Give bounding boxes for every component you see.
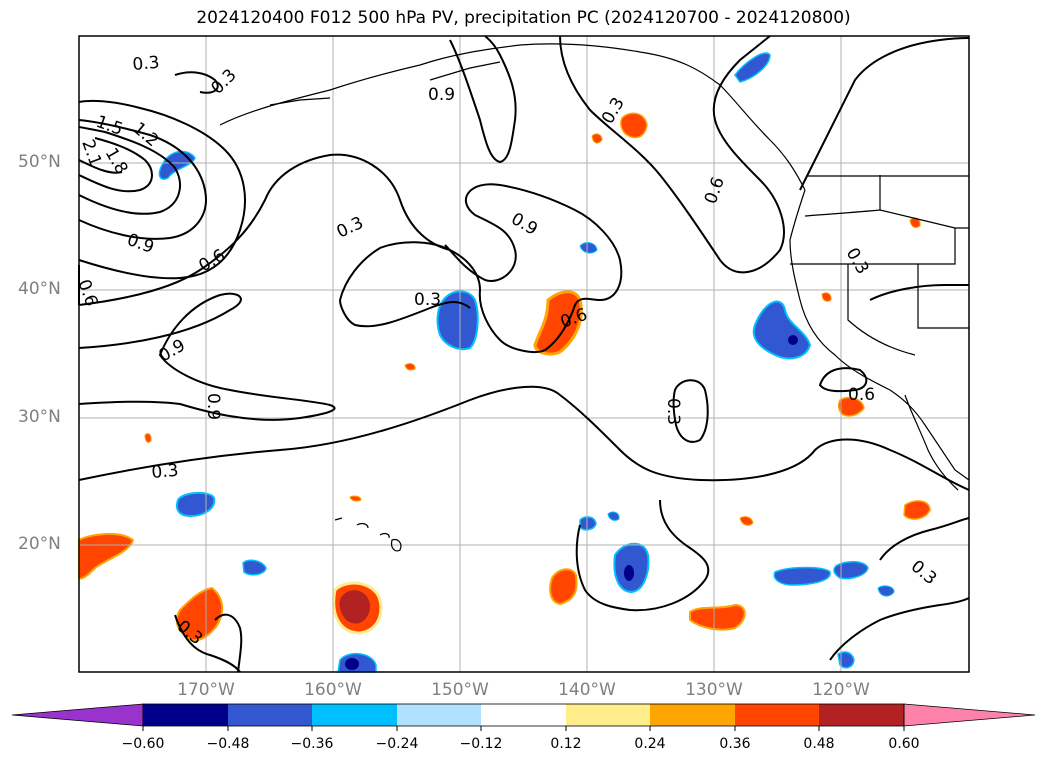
contour-label: 0.3 — [663, 398, 683, 425]
precip-pos-blob — [837, 396, 865, 417]
precip-neg-core — [345, 658, 359, 670]
precip-pos-blob — [821, 292, 832, 302]
precip-pos-blob — [144, 433, 152, 443]
colorbar-tick-label: 0.48 — [803, 736, 835, 752]
precip-neg-blob — [607, 511, 620, 521]
precip-pos-blob — [533, 290, 583, 356]
precip-neg-blob — [837, 651, 855, 669]
colorbar-tick-label: 0.36 — [719, 736, 751, 752]
colorbar-segment — [397, 704, 481, 726]
colorbar-segment — [228, 704, 312, 726]
lat-label: 40°N — [18, 279, 61, 299]
pv-contours — [78, 35, 970, 673]
colorbar-segment — [735, 704, 819, 726]
precip-neg-blob — [773, 566, 831, 586]
precip-neg-blob — [175, 492, 216, 518]
colorbar-segment — [143, 704, 228, 726]
precip-pos-blob — [404, 363, 416, 371]
colorbar-segment — [819, 704, 904, 726]
lon-label: 150°W — [431, 680, 489, 700]
precip-pos-blob — [689, 603, 746, 631]
colorbar-segment-over — [903, 703, 1036, 727]
precip-neg-blob — [579, 242, 598, 254]
precip-pos-blob — [739, 516, 754, 526]
colorbar-segment — [481, 704, 566, 726]
precip-neg-blob — [752, 300, 812, 360]
precip-pos-blob — [620, 112, 648, 139]
lat-label: 50°N — [18, 152, 61, 172]
precip-pos-blob — [903, 500, 931, 520]
precipitation-shading — [78, 52, 931, 673]
contour-label: 0.9 — [203, 393, 223, 420]
precip-neg-core — [788, 335, 798, 345]
precip-neg-blob — [734, 52, 771, 83]
precip-pos-blob — [591, 133, 603, 144]
contour-label: 0.3 — [132, 53, 161, 75]
contour-label: 0.3 — [151, 461, 180, 483]
map-border — [78, 35, 970, 673]
lon-label: 130°W — [685, 680, 743, 700]
colorbar-tick-label: 0.12 — [550, 736, 582, 752]
colorbar-segment — [312, 704, 397, 726]
lon-label: 120°W — [812, 680, 870, 700]
map-background — [79, 36, 969, 672]
colorbar-tick-label: 0.24 — [634, 736, 666, 752]
colorbar — [11, 703, 1036, 731]
precip-neg-blob — [242, 559, 267, 576]
coastlines — [219, 43, 970, 491]
precip-pos-core — [339, 590, 370, 624]
colorbar-tick-label: −0.48 — [206, 736, 250, 752]
colorbar-segment-under — [11, 703, 144, 727]
colorbar-tick-label: −0.36 — [290, 736, 334, 752]
contour-label: 0.3 — [414, 290, 441, 310]
precip-pos-blob — [349, 495, 362, 502]
precip-neg-blob — [579, 516, 597, 531]
precip-neg-blob — [833, 561, 869, 580]
colorbar-segment — [566, 704, 650, 726]
colorbar-tick-label: −0.24 — [375, 736, 419, 752]
colorbar-tick-label: −0.60 — [121, 736, 165, 752]
lon-label: 140°W — [558, 680, 616, 700]
precip-neg-blob — [877, 585, 895, 597]
precip-neg-blob — [436, 290, 479, 351]
lon-label: 170°W — [177, 680, 235, 700]
contour-label: 0.9 — [428, 85, 455, 105]
precip-pos-blob — [549, 568, 578, 606]
contour-label: 0.6 — [848, 385, 875, 405]
precip-pos-blob — [175, 586, 224, 642]
hawaii-islands — [334, 517, 402, 552]
lon-label: 160°W — [304, 680, 362, 700]
colorbar-segment — [650, 704, 735, 726]
colorbar-tick-label: −0.12 — [459, 736, 503, 752]
lat-label: 30°N — [18, 407, 61, 427]
gridlines — [79, 36, 969, 672]
precip-neg-core — [624, 565, 634, 581]
colorbar-tick-label: 0.60 — [888, 736, 920, 752]
lat-label: 20°N — [18, 534, 61, 554]
map-title: 2024120400 F012 500 hPa PV, precipitatio… — [196, 8, 851, 28]
